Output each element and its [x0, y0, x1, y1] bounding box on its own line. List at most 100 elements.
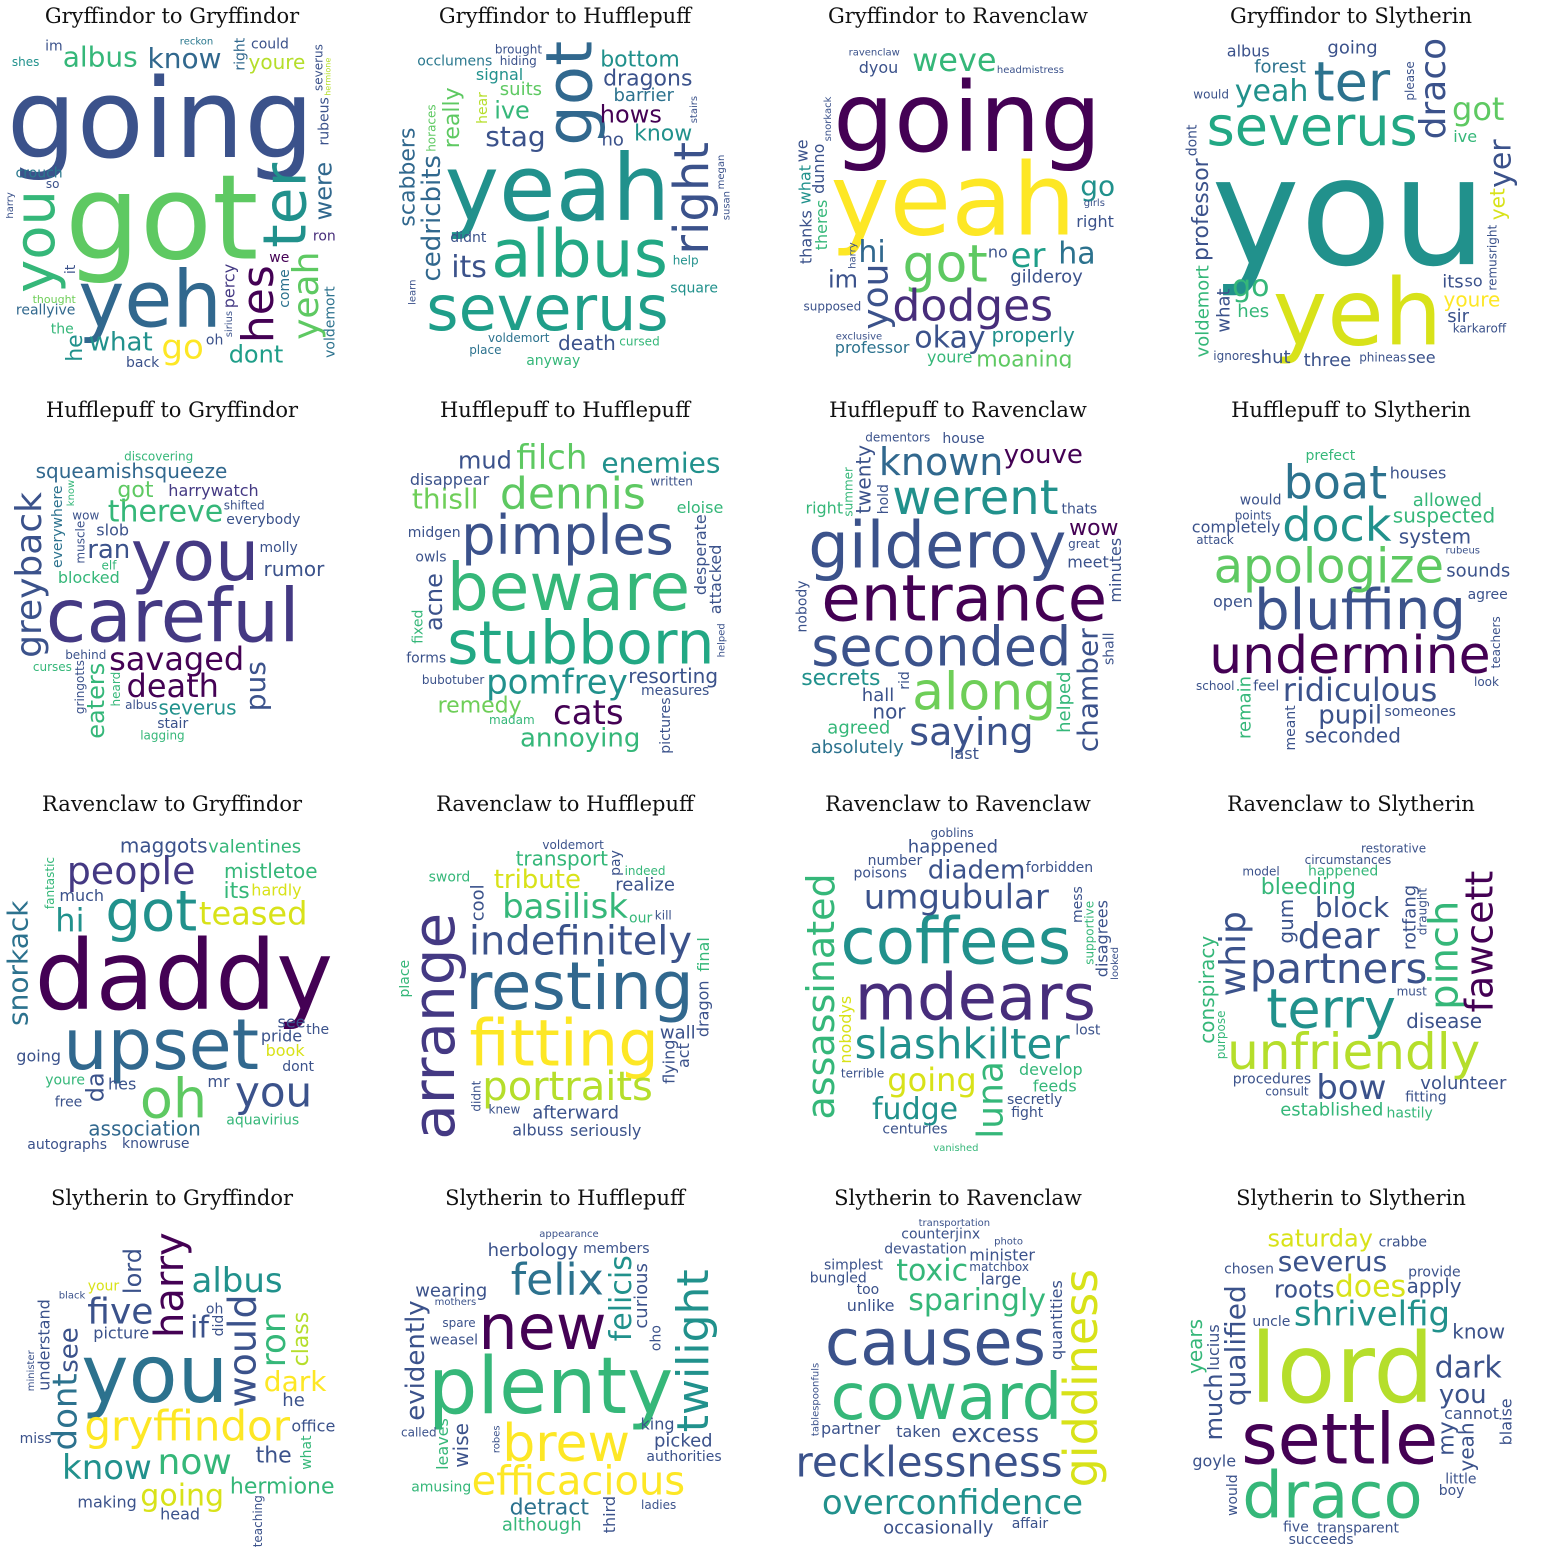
cloud-word: simplest [824, 1258, 884, 1274]
word-cloud: entrance gilderoy seconded along werent sayin… [792, 430, 1124, 762]
cloud-word: consult [1265, 1085, 1309, 1099]
cloud-word: maggots [120, 834, 208, 858]
cloud-word: shifted [224, 499, 265, 513]
cloud-word: what [795, 165, 814, 204]
cloud-word: little [1445, 1471, 1476, 1487]
wordcloud-panel: Gryffindor to Gryffindor got going yeh ter yo… [2, 0, 342, 382]
cloud-word: centuries [882, 1122, 947, 1138]
cloud-word: going [16, 1047, 61, 1066]
wordcloud-panel: Gryffindor to Slytherin you yeh severus ter d… [1181, 0, 1521, 382]
cloud-word: recklessness [796, 1437, 1063, 1486]
cloud-word: vanished [933, 1143, 978, 1154]
cloud-word: unfriendly [1227, 1023, 1480, 1081]
cloud-word: help [673, 253, 699, 267]
cloud-word: thats [1062, 502, 1098, 518]
cloud-word: you [6, 190, 68, 293]
cloud-word: youre [927, 348, 972, 367]
word-cloud: coward causes giddiness recklessness overcon… [792, 1218, 1124, 1550]
cloud-word: know [634, 122, 692, 147]
cloud-word: years [1185, 1319, 1207, 1374]
wordcloud-panel: Ravenclaw to Ravenclaw mdears coffees slash… [788, 788, 1128, 1170]
panel-title: Ravenclaw to Slytherin [1227, 792, 1475, 816]
cloud-word: what [89, 328, 153, 358]
wordcloud-panel: Ravenclaw to Gryffindor daddy upset got oh yo… [2, 788, 342, 1170]
cloud-word: nobody [795, 580, 811, 632]
cloud-word: oh [206, 332, 223, 348]
cloud-word: ive [494, 97, 530, 125]
cloud-word: meet [1067, 553, 1109, 572]
cloud-word: quantities [1047, 1280, 1066, 1360]
cloud-word: would [1240, 493, 1282, 509]
cloud-word: discovering [124, 449, 193, 463]
cloud-word: dyou [859, 58, 899, 77]
cloud-word: three [1304, 350, 1352, 368]
cloud-word: forest [1254, 56, 1306, 77]
cloud-word: hastily [1387, 1105, 1433, 1121]
panel-title: Hufflepuff to Ravenclaw [829, 398, 1087, 422]
cloud-word: twilight [668, 1269, 719, 1432]
cloud-word: oh [140, 1067, 207, 1130]
wordcloud-panel: Hufflepuff to Gryffindor careful you greyba… [2, 394, 342, 776]
wordcloud-panel: Hufflepuff to Hufflepuff beware stubborn pi… [395, 394, 735, 776]
cloud-word: appearance [539, 1229, 598, 1240]
cloud-word: succeeds [1289, 1532, 1354, 1548]
cloud-word: boat [1284, 456, 1388, 510]
cloud-word: established [1280, 1100, 1383, 1121]
cloud-word: its [451, 250, 487, 285]
cloud-word: disappear [410, 470, 490, 489]
cloud-word: partners [1250, 944, 1428, 993]
word-cloud: got going yeh ter you hes yeah go know albus what d… [6, 36, 338, 368]
cloud-word: hi [55, 902, 84, 940]
cloud-word: albus [491, 215, 668, 292]
cloud-word: forms [406, 650, 446, 666]
cloud-word: curses [33, 660, 72, 674]
cloud-word: goyle [1192, 1452, 1236, 1471]
cloud-word: tablespoonfuls [811, 1363, 822, 1436]
cloud-word: square [670, 280, 718, 296]
cloud-word: suspected [1393, 503, 1495, 527]
cloud-word: wow [72, 509, 99, 523]
cloud-word: we [792, 139, 811, 162]
cloud-word: look [1474, 675, 1499, 689]
cloud-word: weve [912, 41, 996, 79]
cloud-word: what [1213, 288, 1234, 332]
cloud-word: werent [892, 470, 1058, 526]
cloud-word: making [77, 1493, 136, 1512]
cloud-word: shut [1251, 347, 1290, 368]
cloud-word: restorative [1361, 841, 1426, 855]
cloud-word: it [63, 264, 79, 274]
cloud-word: mud [458, 447, 512, 475]
cloud-word: house [942, 431, 984, 447]
cloud-word: severus [426, 272, 668, 345]
cloud-word: no [602, 130, 624, 151]
cloud-word: much [1200, 1373, 1228, 1440]
cloud-word: dragons [603, 67, 692, 92]
cloud-word: see [1408, 348, 1436, 367]
cloud-word: did [211, 1315, 227, 1337]
cloud-word: youre [249, 50, 306, 74]
cloud-word: mr [207, 1072, 230, 1091]
cloud-word: professor [835, 338, 910, 357]
cloud-word: thisll [412, 483, 479, 516]
wordcloud-panel: Gryffindor to Hufflepuff yeah albus got seve… [395, 0, 735, 382]
cloud-word: careful [46, 573, 300, 659]
cloud-word: number [868, 853, 923, 869]
cloud-word: autographs [27, 1137, 107, 1153]
cloud-word: its [224, 879, 250, 904]
cloud-word: whip [1213, 911, 1254, 996]
cloud-word: happened [908, 837, 998, 858]
cloud-word: realize [615, 875, 675, 896]
cloud-word: scabbers [399, 128, 421, 227]
cloud-word: got [534, 41, 608, 146]
cloud-word: everybody [226, 512, 300, 528]
cloud-word: undermine [1209, 626, 1490, 686]
cloud-word: photo [994, 1236, 1023, 1247]
cloud-word: mistletoe [224, 859, 318, 883]
cloud-word: taken [896, 1422, 941, 1441]
cloud-word: cool [467, 884, 488, 921]
cloud-word: percy [219, 264, 238, 309]
wordcloud-panel: Hufflepuff to Slytherin bluffing undermine… [1181, 394, 1521, 776]
cloud-word: got [105, 880, 197, 945]
